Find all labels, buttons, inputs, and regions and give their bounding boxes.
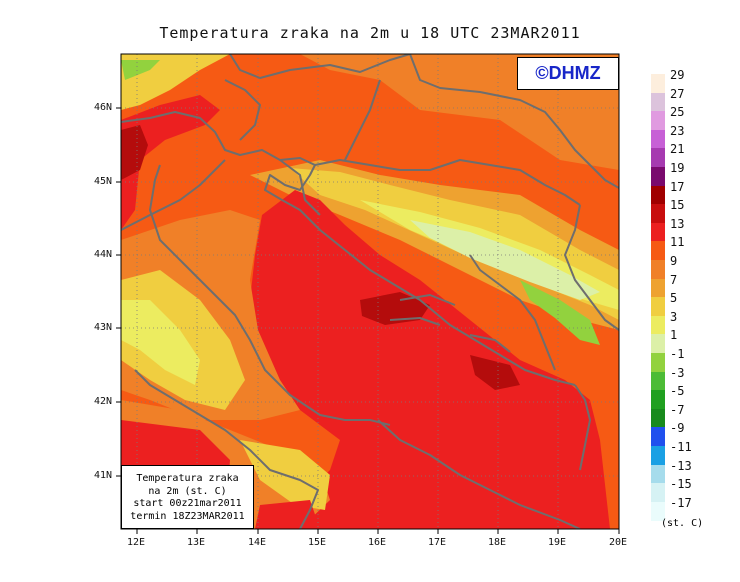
axis-ticks: [116, 107, 620, 534]
dhmz-copyright-badge: ©DHMZ: [517, 57, 619, 90]
legend-swatch: [651, 297, 665, 317]
info-line: start 00z21mar2011: [133, 498, 242, 509]
lon-label: 15E: [308, 537, 327, 548]
coastlines-borders: [121, 54, 619, 529]
legend-label: 1: [670, 328, 678, 343]
temp-zone-adriatic-hot: [250, 190, 610, 529]
map-title: Temperatura zraka na 2m u 18 UTC 23MAR20…: [159, 24, 581, 42]
temp-zone-dinaric-colder: [410, 220, 600, 300]
legend-label: 13: [670, 216, 685, 231]
legend-swatch: [651, 92, 665, 112]
legend-swatch: [651, 501, 665, 521]
legend-label: -5: [670, 384, 685, 399]
legend-label: 19: [670, 161, 685, 175]
legend-swatch: [651, 148, 665, 168]
legend-label: -13: [670, 458, 692, 473]
legend-swatch: [651, 241, 665, 261]
legend-swatch: [651, 167, 665, 186]
legend-swatch: [651, 315, 665, 335]
lat-label: 43N: [94, 322, 113, 333]
lat-label: 41N: [94, 470, 113, 481]
info-line: Temperatura zraka: [136, 473, 239, 484]
legend-swatch: [651, 185, 665, 205]
legend-label: -3: [670, 365, 685, 380]
info-line: termin 18Z23MAR2011: [130, 510, 245, 522]
temp-zone-northwest-green: [121, 60, 160, 80]
legend-label: -1: [670, 347, 685, 361]
legend-swatch: [651, 408, 665, 428]
legend-swatch: [651, 278, 665, 298]
map-frame: [120, 53, 620, 530]
legend-swatch: [651, 260, 665, 279]
lon-label: 19E: [548, 537, 567, 548]
lon-label: 20E: [609, 537, 628, 548]
legend-label: -11: [670, 440, 692, 454]
lat-label: 45N: [94, 176, 113, 187]
legend-label: 3: [670, 309, 678, 324]
legend-swatch: [651, 483, 665, 503]
legend-label: 25: [670, 105, 685, 120]
legend-label: -7: [670, 402, 685, 417]
legend-label: -9: [670, 421, 685, 436]
lon-label: 17E: [428, 537, 447, 548]
lon-label: 18E: [488, 537, 507, 548]
temp-zone-south-very-hot: [470, 355, 520, 390]
legend-label: 27: [670, 86, 685, 101]
temp-zone-dinaric-green: [520, 280, 600, 345]
legend-label: 29: [670, 68, 685, 82]
legend-label: 17: [670, 179, 685, 194]
info-line: na 2m (st. C): [148, 485, 227, 497]
legend-swatch: [651, 204, 665, 224]
legend-swatch: [651, 371, 665, 391]
legend-swatch: [651, 111, 665, 131]
lat-label: 42N: [94, 396, 113, 407]
info-box: Temperatura zraka na 2m (st. C) start 00…: [121, 465, 254, 529]
legend-swatch: [651, 74, 665, 93]
legend-unit: (st. C): [661, 518, 704, 529]
legend-label: 5: [670, 291, 678, 306]
legend-swatch: [651, 390, 665, 410]
legend-label: 21: [670, 142, 685, 157]
legend-swatch: [651, 427, 665, 447]
lon-label: 16E: [368, 537, 387, 548]
lon-label: 13E: [187, 537, 206, 548]
legend-swatch: [651, 129, 665, 149]
legend-label: 15: [670, 198, 685, 213]
legend-swatch: [651, 446, 665, 465]
lon-label: 14E: [248, 537, 267, 548]
legend-swatch: [651, 222, 665, 242]
legend-label: -15: [670, 477, 692, 492]
legend-label: 9: [670, 254, 678, 268]
lat-label: 44N: [94, 249, 113, 260]
legend-swatch: [651, 334, 665, 354]
legend-label: 11: [670, 235, 685, 250]
legend-label: 7: [670, 272, 678, 287]
legend-label: -17: [670, 495, 692, 510]
temp-zone-northwest-very-hot: [121, 125, 148, 180]
legend-swatch: [651, 353, 665, 372]
temp-zone-italy-cold: [121, 300, 200, 385]
lat-label: 46N: [94, 102, 113, 113]
legend-swatch: [651, 464, 665, 484]
legend-label: 23: [670, 123, 685, 138]
lon-label: 12E: [127, 537, 146, 548]
temp-zone-adriatic-very-hot: [360, 292, 430, 325]
temp-zone-northwest-hot: [121, 95, 220, 230]
